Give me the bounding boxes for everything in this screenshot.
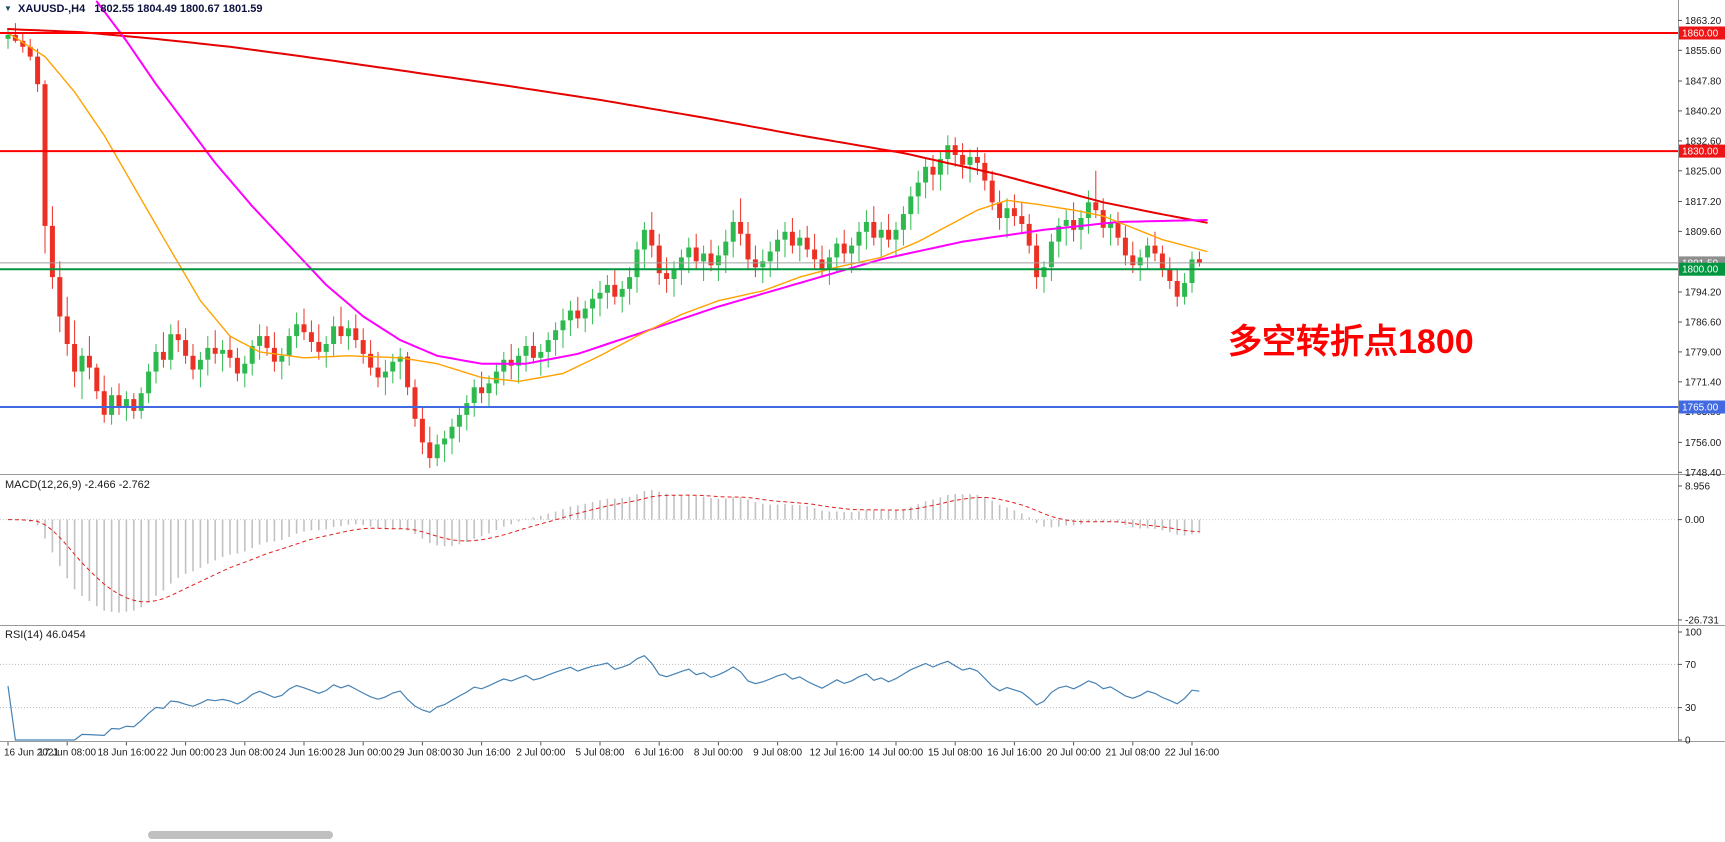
chart-title: ▼ XAUUSD-,H4 1802.55 1804.49 1800.67 180… (4, 3, 263, 15)
time-axis-label: 16 Jun 2021 (4, 748, 59, 759)
symbol-timeframe-label: XAUUSD-,H4 (17, 3, 86, 15)
price-tick-label: 1786.60 (1685, 318, 1722, 329)
price-tick-label: 1825.00 (1685, 166, 1722, 177)
price-tick-label: 1756.00 (1685, 438, 1722, 449)
time-axis-label: 21 Jul 08:00 (1106, 748, 1161, 759)
time-axis-label: 16 Jul 16:00 (987, 748, 1042, 759)
candles-layer (5, 23, 1202, 468)
time-axis-label: 22 Jul 16:00 (1165, 748, 1220, 759)
price-badge-label: 1830.00 (1682, 147, 1719, 158)
price-badge-label: 1765.00 (1682, 403, 1719, 414)
price-badge (1679, 144, 1725, 158)
time-axis-label: 9 Jul 08:00 (753, 748, 802, 759)
ma-mid-magenta (95, 0, 1208, 365)
price-tick-label: 1832.60 (1685, 136, 1722, 147)
time-axis-label: 6 Jul 16:00 (635, 748, 684, 759)
rsi-axis-label: 0 (1685, 736, 1691, 747)
price-badge (1679, 262, 1725, 276)
price-panel[interactable] (0, 0, 1678, 469)
axes-layer: 1863.20 1855.60 1847.80 1840.20 1832.60 1825.… (0, 0, 1725, 759)
ohlc-values: 1802.55 1804.49 1800.67 1801.59 (94, 3, 263, 15)
time-axis-label: 12 Jul 16:00 (810, 748, 865, 759)
price-badge (1679, 26, 1725, 40)
time-axis-label: 17 Jun 08:00 (38, 748, 96, 759)
symbol-dropdown-icon[interactable]: ▼ (4, 4, 12, 13)
rsi-panel (0, 654, 1678, 741)
time-axis-label: 15 Jul 08:00 (928, 748, 983, 759)
time-axis-label: 8 Jul 00:00 (694, 748, 743, 759)
time-axis-label: 14 Jul 00:00 (869, 748, 924, 759)
price-tick-label: 1840.20 (1685, 106, 1722, 117)
price-tick-label: 1855.60 (1685, 46, 1722, 57)
time-axis-label: 2 Jul 00:00 (516, 748, 565, 759)
macd-axis-label: -26.731 (1685, 615, 1719, 626)
price-badge-label: 1800.00 (1682, 265, 1719, 276)
ma-long-red (7, 28, 1208, 224)
time-axis-label: 20 Jul 00:00 (1046, 748, 1101, 759)
time-axis-label: 5 Jul 08:00 (576, 748, 625, 759)
macd-axis-label: 0.00 (1685, 515, 1705, 526)
rsi-axis-label: 70 (1685, 660, 1697, 671)
macd-indicator-label: MACD(12,26,9) -2.466 -2.762 (5, 479, 150, 491)
macd-signal-line (7, 494, 1200, 603)
price-tick-label: 1794.20 (1685, 288, 1722, 299)
rsi-axis-label: 100 (1685, 628, 1702, 639)
rsi-axis-label: 30 (1685, 703, 1697, 714)
price-badge-label: 1860.00 (1682, 29, 1719, 40)
moving-averages-layer (7, 0, 1208, 383)
price-tick-label: 1847.80 (1685, 77, 1722, 88)
ma-short-orange (7, 32, 1208, 383)
rsi-line (7, 654, 1200, 741)
horizontal-scrollbar-thumb[interactable] (148, 831, 333, 839)
macd-panel (0, 490, 1678, 613)
rsi-indicator-label: RSI(14) 46.0454 (5, 629, 86, 641)
price-badge (1679, 400, 1725, 414)
time-axis-label: 18 Jun 16:00 (97, 748, 155, 759)
hline-objects-layer (0, 32, 1678, 408)
time-axis-label: 23 Jun 08:00 (216, 748, 274, 759)
time-axis-label: 29 Jun 08:00 (393, 748, 451, 759)
price-tick-label: 1779.00 (1685, 347, 1722, 358)
time-axis-label: 28 Jun 00:00 (334, 748, 392, 759)
price-tick-label: 1863.20 (1685, 16, 1722, 27)
price-tick-label: 1809.60 (1685, 227, 1722, 238)
macd-axis-label: 8.956 (1685, 482, 1710, 493)
time-axis-label: 22 Jun 00:00 (157, 748, 215, 759)
time-axis-label: 30 Jun 16:00 (453, 748, 511, 759)
price-tick-label: 1748.40 (1685, 468, 1722, 479)
price-tick-label: 1771.40 (1685, 377, 1722, 388)
price-tick-label: 1817.20 (1685, 197, 1722, 208)
chart-annotation-text: 多空转折点1800 (1228, 323, 1474, 361)
time-axis-label: 24 Jun 16:00 (275, 748, 333, 759)
